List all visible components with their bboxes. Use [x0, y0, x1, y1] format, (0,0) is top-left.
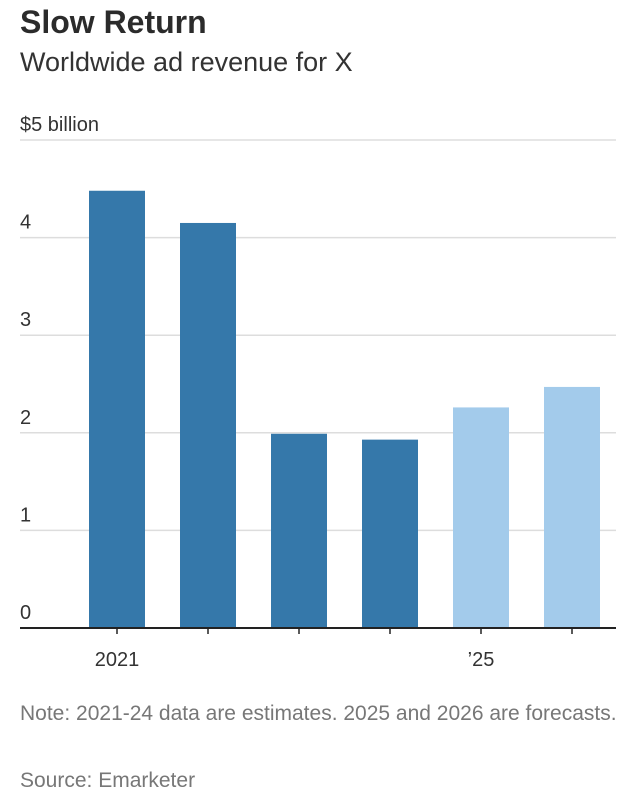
chart-subtitle: Worldwide ad revenue for X: [20, 47, 353, 77]
y-tick-label: 2: [20, 407, 31, 429]
x-axis: [20, 627, 616, 634]
bar-2024: [362, 439, 418, 628]
x-tick-label: ’25: [468, 649, 495, 671]
bars: [89, 190, 600, 628]
bar-2026: [544, 386, 600, 628]
y-tick-label: 0: [20, 602, 31, 624]
y-tick-label: $5 billion: [20, 114, 99, 136]
x-tick-label: 2021: [95, 649, 140, 671]
bar-2021: [89, 190, 145, 628]
bar-2022: [180, 222, 236, 628]
x-axis-labels: 2021 ’25: [95, 649, 495, 671]
bar-2023: [271, 433, 327, 628]
y-tick-label: 3: [20, 309, 31, 331]
chart-source: Source: Emarketer: [20, 769, 196, 792]
chart-note: Note: 2021-24 data are estimates. 2025 a…: [20, 702, 617, 725]
y-axis-labels: 0 1 2 3 4 $5 billion: [20, 114, 99, 624]
chart-title: Slow Return: [20, 4, 207, 40]
bar-chart: 0 1 2 3 4 $5 billion 2021 ’25: [20, 114, 616, 671]
bar-2025: [453, 407, 509, 628]
y-tick-label: 4: [20, 212, 31, 234]
y-tick-label: 1: [20, 504, 31, 526]
